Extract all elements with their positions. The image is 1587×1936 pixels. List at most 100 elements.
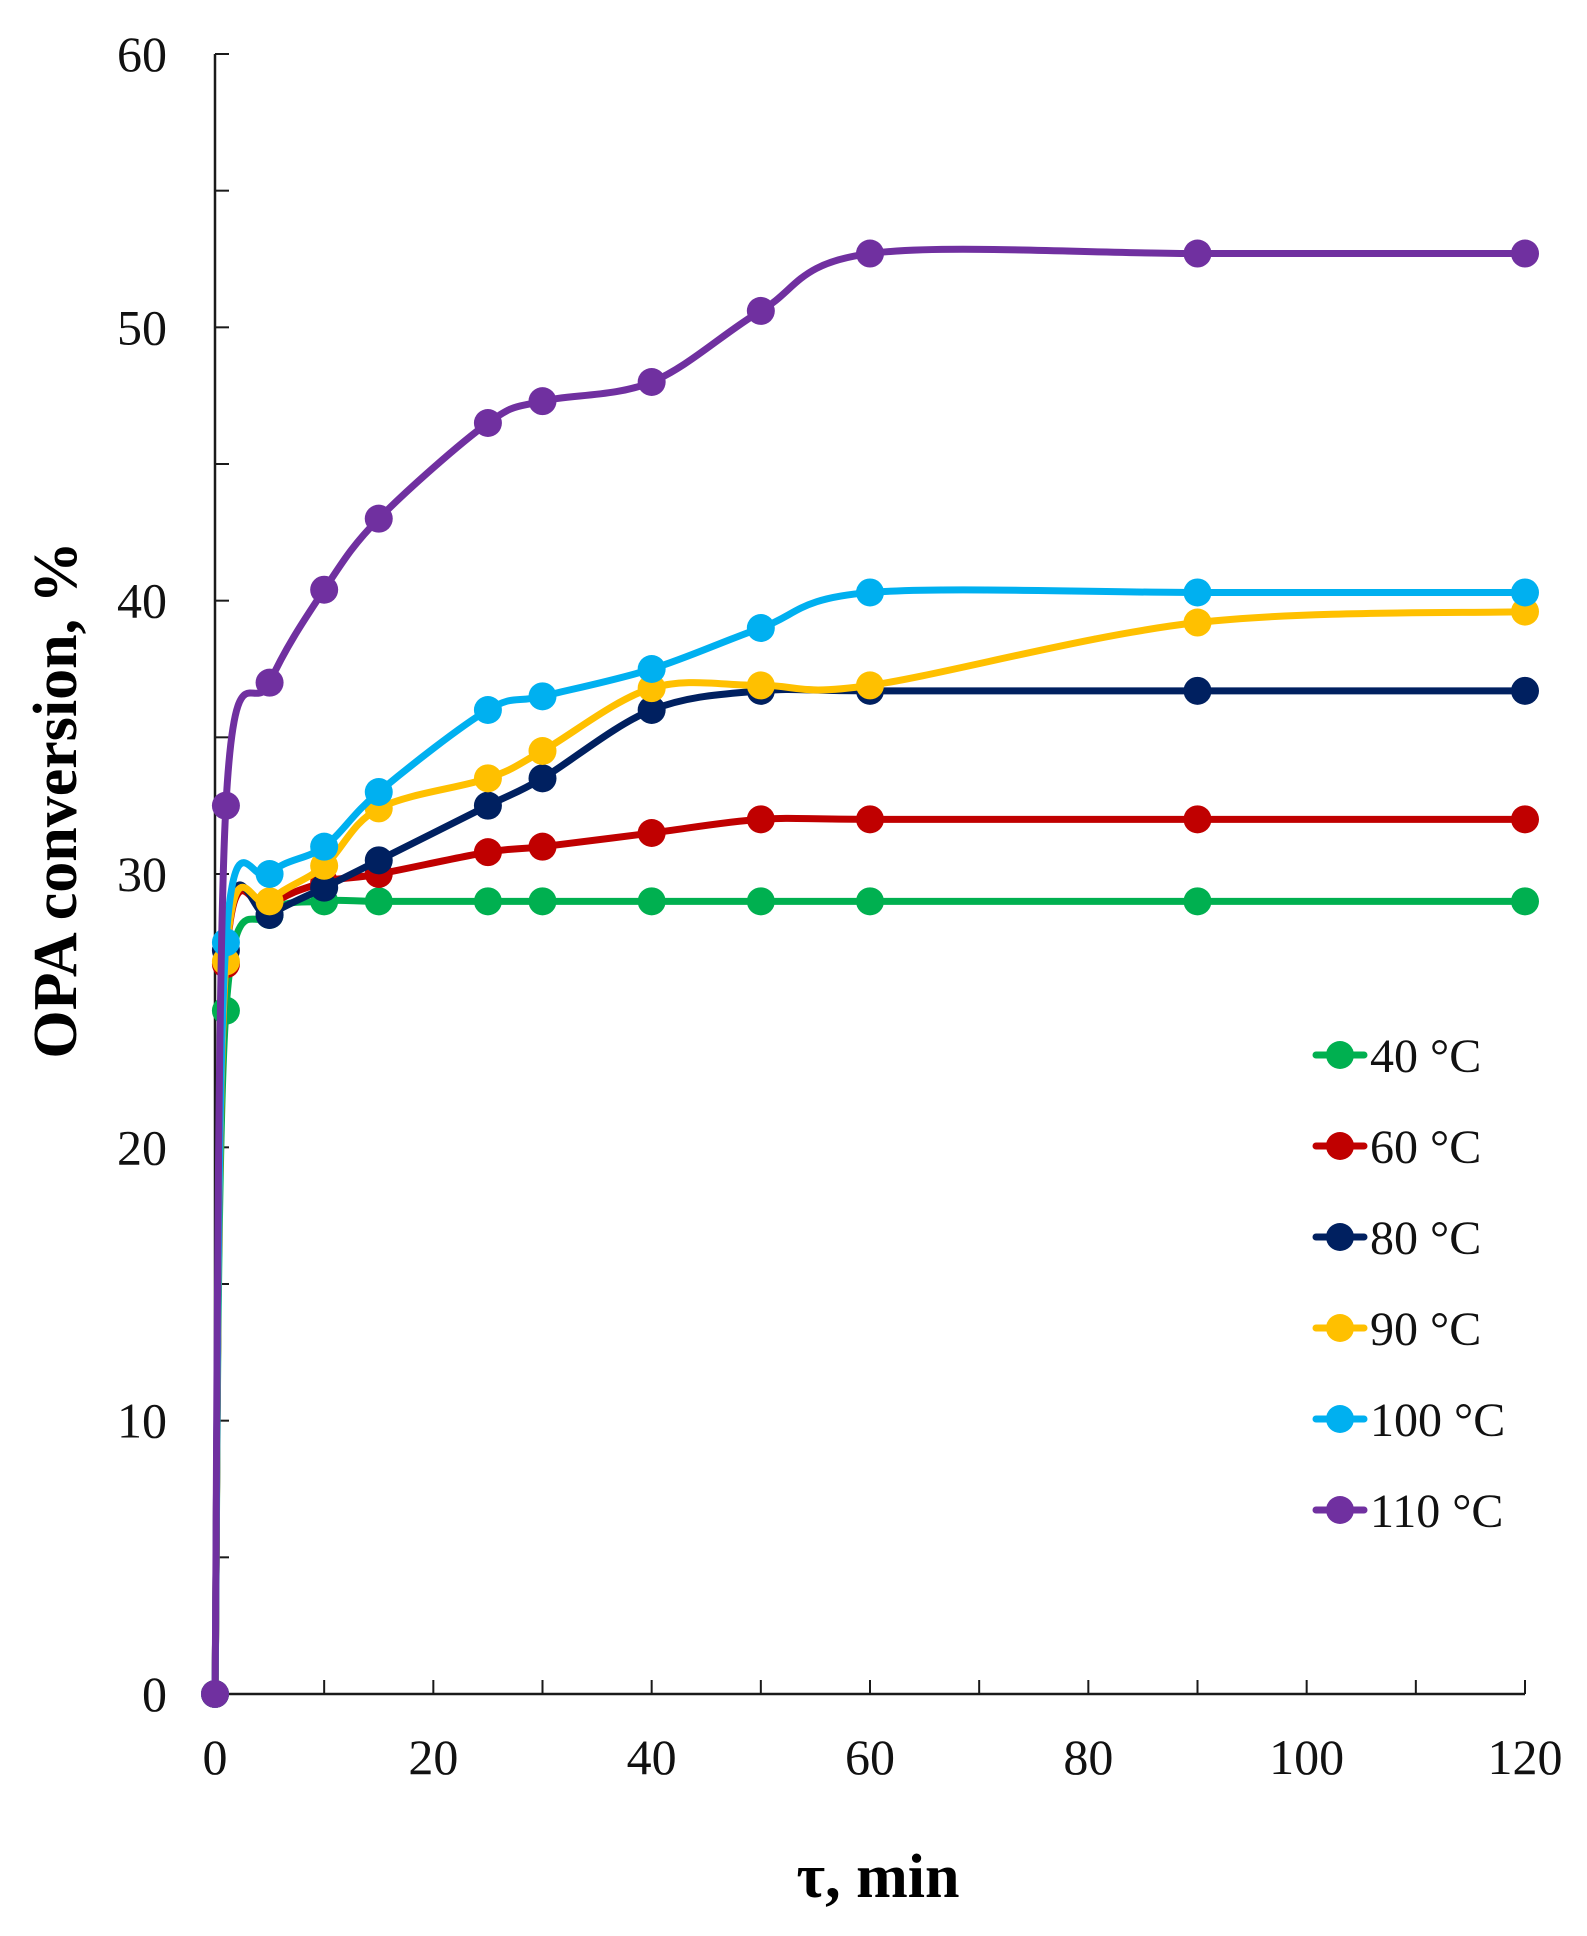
data-point [637,368,666,396]
data-point [856,578,884,607]
x-tick-label: 120 [1488,1729,1563,1785]
axes: 0 10 20 30 40 50 60 0 20 40 60 80 100 120 [117,26,1563,1785]
legend-item: 110 °C [1312,1485,1503,1538]
x-tick-label: 80 [1063,1729,1113,1785]
x-tick-label: 60 [845,1729,895,1785]
data-point [1511,676,1539,705]
series-line [211,685,1529,1698]
data-point [364,846,393,875]
legend-item: 80 °C [1312,1212,1481,1265]
data-point [528,387,557,416]
x-tick-label: 100 [1269,1729,1344,1785]
data-point [201,1680,229,1708]
data-point [255,887,284,916]
data-point [637,696,666,724]
legend-item: 40 °C [1312,1030,1481,1083]
data-point [473,838,502,867]
data-point [310,575,339,604]
y-axis-title: OPA conversion, % [22,541,90,1058]
x-tick-label: 20 [408,1729,458,1785]
data-point [1511,239,1539,268]
data-point [1183,578,1212,607]
series-110c [201,239,1539,1708]
data-point [1511,805,1539,834]
data-point [1183,239,1212,268]
data-point [856,805,884,834]
data-point [211,791,240,820]
series-line [211,245,1529,1698]
data-point [310,851,339,880]
series-60c [201,805,1539,1708]
data-point [473,696,502,724]
data-point [1511,578,1539,607]
legend-item: 90 °C [1312,1303,1481,1356]
y-tick-label: 10 [117,1393,167,1449]
legend-swatch-marker [1326,1132,1354,1160]
data-point [1183,805,1212,834]
legend-swatch-marker [1326,1314,1354,1342]
data-point [528,764,557,793]
x-axis-title: τ, min [797,1843,960,1911]
legend-swatch-marker [1326,1496,1354,1524]
data-point [1183,676,1212,705]
data-point [746,296,775,325]
legend-label: 100 °C [1370,1394,1505,1447]
data-point [473,887,502,916]
series-40c [201,887,1539,1708]
data-point [746,887,775,916]
data-point [637,674,666,703]
data-point [637,819,666,847]
data-point [310,832,339,861]
data-point [637,887,666,916]
x-tick-label: 40 [627,1729,677,1785]
y-tick-label: 50 [117,299,167,355]
data-point [310,873,339,902]
data-point [528,832,557,861]
series-line [211,896,1529,1698]
legend-item: 100 °C [1312,1394,1505,1447]
data-point [1183,887,1212,916]
x-tick-label: 0 [203,1729,228,1785]
data-point [746,805,775,834]
legend-label: 40 °C [1370,1030,1481,1083]
series-layer [201,239,1539,1708]
data-point [473,791,502,820]
data-point [856,887,884,916]
data-point [528,887,557,916]
legend-label: 90 °C [1370,1303,1481,1356]
series-line [211,814,1529,1698]
data-point [1511,597,1539,626]
data-point [255,860,284,888]
data-point [856,671,884,700]
y-tick-label: 20 [117,1119,167,1175]
legend-label: 110 °C [1370,1485,1503,1538]
data-point [856,239,884,268]
legend-swatch-marker [1326,1041,1354,1069]
y-tick-label: 0 [142,1666,167,1722]
data-point [364,778,393,806]
data-point [364,504,393,533]
data-point [746,671,775,700]
legend-swatch-marker [1326,1405,1354,1433]
data-point [746,614,775,642]
data-point [1511,887,1539,916]
legend: 40 °C 60 °C 80 °C 90 °C 100 °C 110 °C [1312,1030,1505,1538]
data-point [473,409,502,437]
data-point [364,887,393,916]
y-tick-label: 30 [117,846,167,902]
data-point [1183,608,1212,637]
data-point [211,928,240,957]
series-100c [201,578,1539,1708]
data-point [637,655,666,683]
data-point [255,668,284,697]
legend-swatch-marker [1326,1223,1354,1251]
y-tick-label: 60 [117,26,167,82]
legend-label: 60 °C [1370,1121,1481,1174]
legend-label: 80 °C [1370,1212,1481,1265]
data-point [528,682,557,711]
data-point [528,737,557,765]
legend-item: 60 °C [1312,1121,1481,1174]
data-point [473,764,502,793]
y-tick-label: 40 [117,573,167,629]
